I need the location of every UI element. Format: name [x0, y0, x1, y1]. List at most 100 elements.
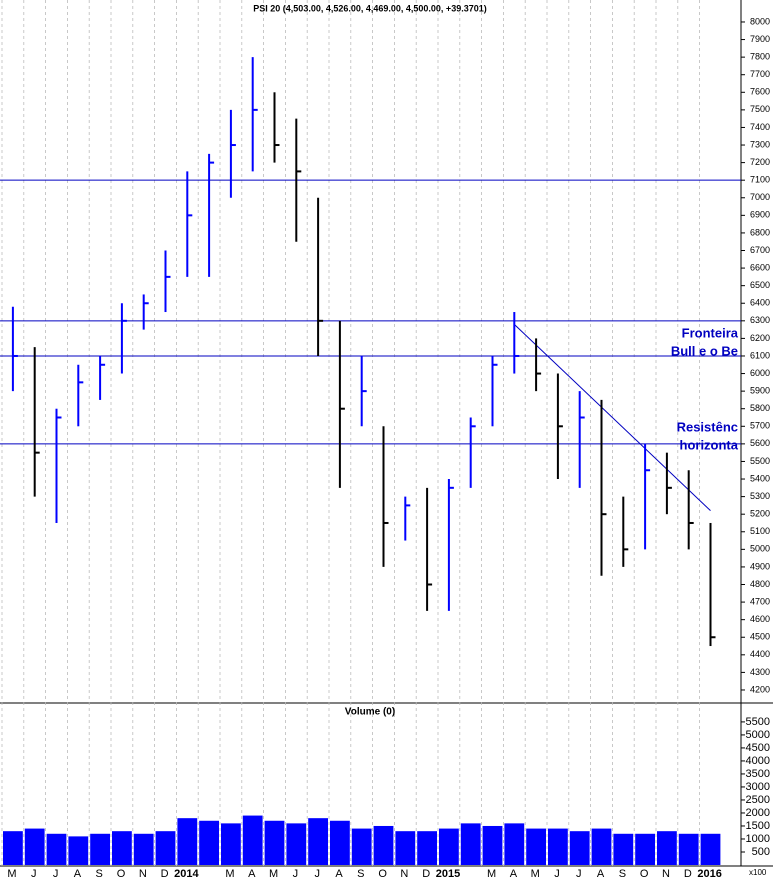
- annotation: horizonta: [680, 437, 739, 452]
- y-tick-label: 6500: [750, 280, 770, 290]
- volume-y-tick-label: 5000: [746, 729, 770, 741]
- y-tick-label: 7200: [750, 157, 770, 167]
- y-tick-label: 5500: [750, 456, 770, 466]
- y-tick-label: 6300: [750, 315, 770, 325]
- volume-y-tick-label: 4000: [746, 755, 770, 767]
- volume-bar: [264, 820, 285, 865]
- y-tick-label: 5700: [750, 421, 770, 431]
- y-tick-label: 7300: [750, 139, 770, 149]
- x-tick-label: 2014: [174, 868, 199, 880]
- y-tick-label: 4600: [750, 614, 770, 624]
- x-tick-label: M: [531, 868, 540, 880]
- x-tick-label: 2016: [697, 868, 721, 880]
- x-tick-label: A: [248, 868, 256, 880]
- x-tick-label: O: [117, 868, 126, 880]
- volume-bar: [177, 818, 198, 865]
- volume-y-tick-label: 2000: [746, 807, 770, 819]
- x-tick-label: D: [684, 868, 692, 880]
- y-tick-label: 7900: [750, 34, 770, 44]
- y-tick-label: 7000: [750, 192, 770, 202]
- x-tick-label: A: [335, 868, 343, 880]
- volume-bar: [591, 828, 612, 865]
- y-tick-label: 6800: [750, 227, 770, 237]
- y-tick-label: 4200: [750, 684, 770, 694]
- x-tick-label: J: [293, 868, 299, 880]
- trendline: [513, 323, 711, 512]
- volume-bar: [635, 833, 655, 865]
- volume-bar: [46, 833, 67, 865]
- x-tick-label: S: [619, 868, 626, 880]
- y-tick-label: 5900: [750, 386, 770, 396]
- x-tick-label: N: [662, 868, 670, 880]
- volume-bar: [24, 828, 45, 865]
- y-tick-label: 4300: [750, 667, 770, 677]
- y-tick-label: 6400: [750, 298, 770, 308]
- x-tick-label: N: [400, 868, 408, 880]
- y-tick-label: 4900: [750, 561, 770, 571]
- volume-bar: [68, 836, 89, 865]
- y-tick-label: 5300: [750, 491, 770, 501]
- x-tick-label: M: [269, 868, 278, 880]
- y-tick-label: 5100: [750, 526, 770, 536]
- x-tick-label: A: [74, 868, 82, 880]
- y-tick-label: 7600: [750, 87, 770, 97]
- x-tick-label: M: [7, 868, 16, 880]
- volume-y-tick-label: 2500: [746, 794, 770, 806]
- x-tick-label: D: [161, 868, 169, 880]
- y-tick-label: 5000: [750, 544, 770, 554]
- volume-bar: [133, 833, 154, 865]
- y-tick-label: 7400: [750, 122, 770, 132]
- volume-bar: [417, 831, 437, 865]
- volume-bar: [569, 831, 590, 865]
- x-tick-label: J: [53, 868, 59, 880]
- y-tick-label: 7800: [750, 52, 770, 62]
- volume-bar: [112, 831, 132, 865]
- x-tick-label: D: [422, 868, 430, 880]
- y-tick-label: 7700: [750, 69, 770, 79]
- volume-bar: [482, 825, 503, 865]
- y-tick-label: 7100: [750, 175, 770, 185]
- volume-bar: [351, 828, 372, 865]
- volume-y-tick-label: 500: [752, 846, 770, 858]
- volume-bar: [613, 833, 634, 865]
- volume-y-tick-label: 3500: [746, 768, 770, 780]
- volume-bar: [221, 823, 241, 865]
- volume-bar: [90, 833, 110, 865]
- y-tick-label: 5600: [750, 438, 770, 448]
- annotation: Resistênc: [677, 419, 738, 434]
- volume-bar: [373, 825, 394, 865]
- volume-y-tick-label: 1500: [746, 820, 770, 832]
- x-tick-label: S: [357, 868, 364, 880]
- volume-bar: [308, 818, 328, 865]
- y-tick-label: 6600: [750, 262, 770, 272]
- y-tick-label: 4400: [750, 649, 770, 659]
- y-tick-label: 6900: [750, 210, 770, 220]
- volume-bar: [678, 833, 699, 865]
- volume-bar: [395, 831, 416, 865]
- volume-bar: [199, 820, 219, 865]
- annotation: Bull e o Be: [671, 343, 738, 358]
- y-tick-label: 4700: [750, 596, 770, 606]
- volume-y-tick-label: 3000: [746, 781, 770, 793]
- x-tick-label: J: [314, 868, 320, 880]
- x-tick-label: J: [576, 868, 582, 880]
- chart-title: PSI 20 (4,503.00, 4,526.00, 4,469.00, 4,…: [253, 3, 486, 13]
- x-tick-label: O: [378, 868, 387, 880]
- y-tick-label: 6000: [750, 368, 770, 378]
- volume-bar: [548, 828, 568, 865]
- volume-bar: [3, 831, 23, 865]
- x-tick-label: A: [597, 868, 605, 880]
- volume-bar: [657, 831, 677, 865]
- y-tick-label: 8000: [750, 16, 770, 26]
- volume-unit: x100: [749, 868, 767, 877]
- volume-bar: [242, 815, 263, 865]
- x-tick-label: O: [640, 868, 649, 880]
- y-tick-label: 6700: [750, 245, 770, 255]
- volume-bar: [504, 823, 525, 865]
- volume-y-tick-label: 4500: [746, 742, 770, 754]
- y-tick-label: 7500: [750, 104, 770, 114]
- y-tick-label: 5800: [750, 403, 770, 413]
- volume-bar: [155, 831, 176, 865]
